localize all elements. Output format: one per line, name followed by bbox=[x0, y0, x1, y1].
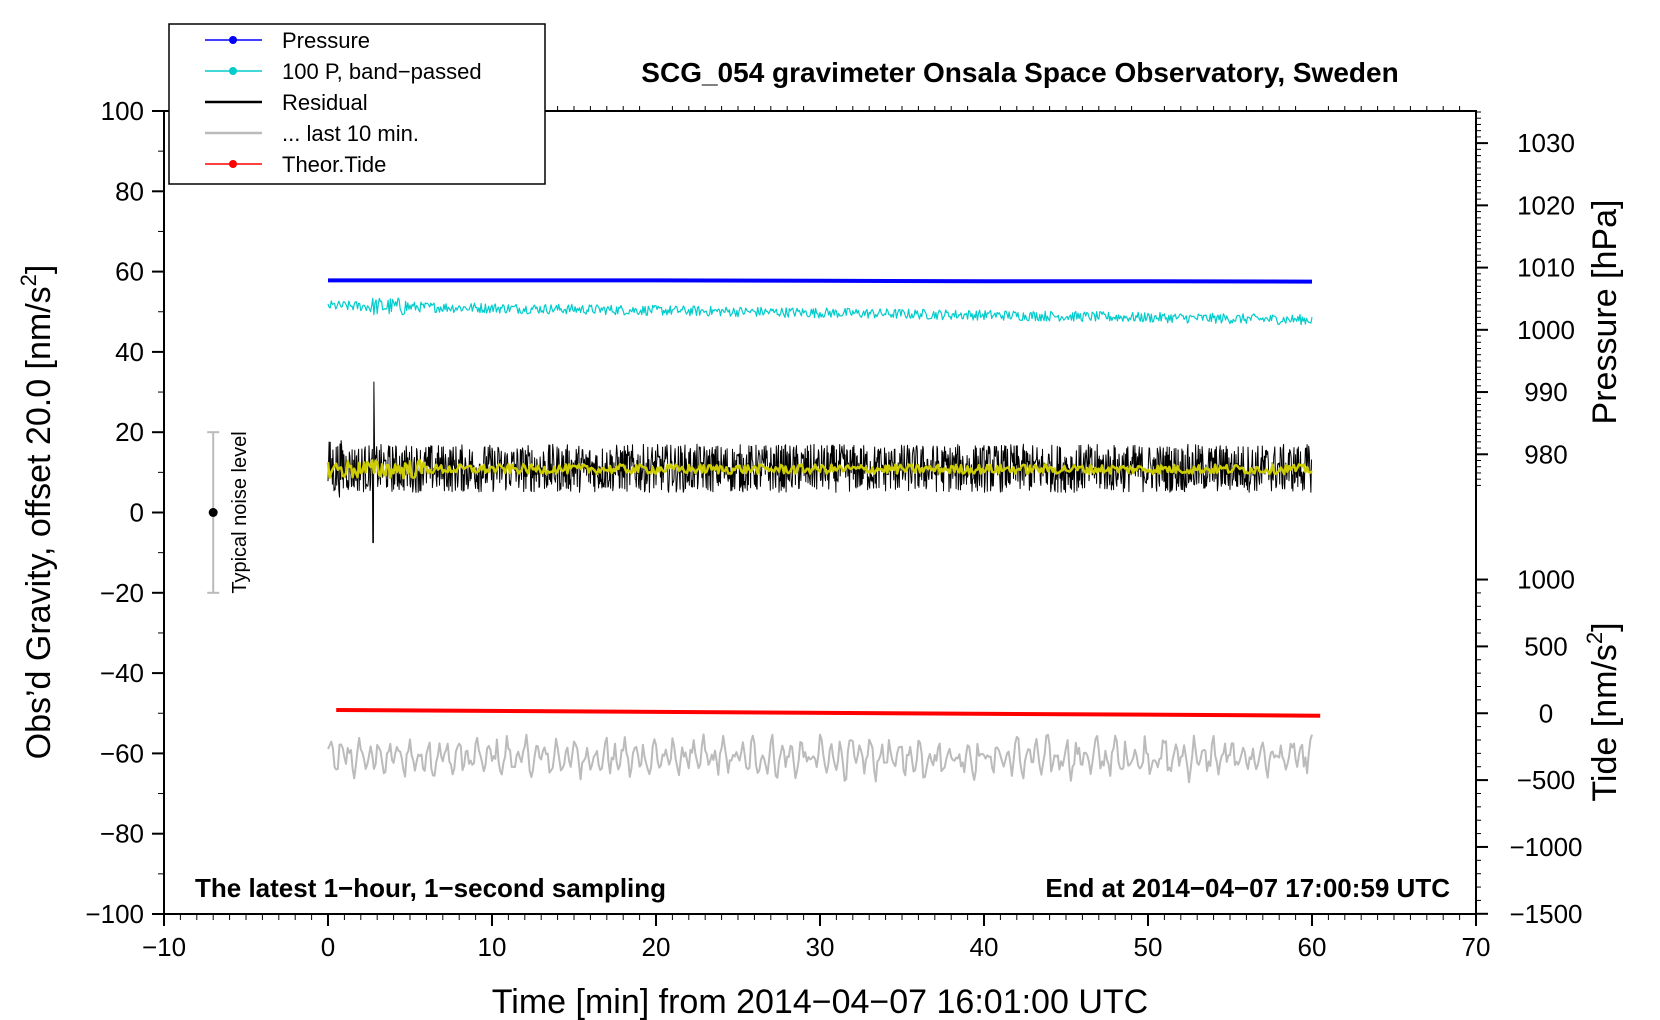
series-theor-tide bbox=[336, 708, 1321, 718]
legend-marker bbox=[229, 160, 237, 168]
pressure-tick-label: 1020 bbox=[1517, 190, 1575, 220]
y-axis-title-tide-sup: 2 bbox=[1582, 632, 1607, 644]
tide-tick-label: −1000 bbox=[1509, 832, 1582, 862]
y-tick-label-left: 20 bbox=[115, 417, 144, 447]
y-axis-title-left-unit-close: ] bbox=[20, 265, 58, 274]
series-pressure bbox=[328, 278, 1313, 284]
y-tick-label-left: −20 bbox=[100, 578, 144, 608]
series-band-passed-pressure bbox=[327, 297, 1313, 326]
annotation-end-time: End at 2014−04−07 17:00:59 UTC bbox=[1045, 873, 1450, 903]
legend-label: Pressure bbox=[282, 28, 370, 53]
y-axis-title-left-unit: [nm/s bbox=[20, 286, 58, 369]
legend-label: Residual bbox=[282, 90, 368, 115]
x-tick-label: 60 bbox=[1298, 932, 1327, 962]
y-tick-label-left: −40 bbox=[100, 658, 144, 688]
legend: Pressure 100 P, band−passed Residual ... la… bbox=[168, 23, 546, 185]
y-tick-label-left: 40 bbox=[115, 337, 144, 367]
x-tick-label: 20 bbox=[642, 932, 671, 962]
pressure-tick-label: 1030 bbox=[1517, 128, 1575, 158]
x-tick-label: −10 bbox=[142, 932, 186, 962]
tide-tick-label: −1500 bbox=[1509, 899, 1582, 929]
y-axis-title-tide: Tide [nm/s2] bbox=[1582, 622, 1624, 801]
legend-marker bbox=[229, 67, 237, 75]
noise-bar-center bbox=[208, 508, 218, 517]
y-axis-title-left-main: Obs’d Gravity, offset 20.0 bbox=[20, 379, 58, 759]
y-axis-title-tide-close: ] bbox=[1586, 622, 1624, 631]
tide-tick-label: 500 bbox=[1524, 631, 1567, 661]
y-tick-label-left: 80 bbox=[115, 176, 144, 206]
y-axis-title-left: Obs’d Gravity, offset 20.0 [nm/s2] bbox=[16, 265, 58, 760]
y-axis-title-pressure: Pressure [hPa] bbox=[1586, 200, 1624, 425]
series-residual-smoothed bbox=[326, 458, 1313, 480]
x-tick-label: 10 bbox=[478, 932, 507, 962]
plot-frame bbox=[163, 110, 1477, 915]
legend-label: Theor.Tide bbox=[282, 152, 386, 177]
y-axis-title-left-unit-sup: 2 bbox=[16, 274, 41, 286]
series-layer bbox=[326, 278, 1321, 784]
legend-label: ... last 10 min. bbox=[282, 121, 419, 146]
y-tick-label-left: −80 bbox=[100, 819, 144, 849]
pressure-tick-label: 1000 bbox=[1517, 315, 1575, 345]
y-tick-label-left: 0 bbox=[130, 498, 144, 528]
y-tick-label-left: −100 bbox=[85, 899, 144, 929]
series-residual bbox=[327, 381, 1313, 544]
pressure-tick-label: 980 bbox=[1524, 439, 1567, 469]
legend-label: 100 P, band−passed bbox=[282, 59, 482, 84]
x-axis-title: Time [min] from 2014−04−07 16:01:00 UTC bbox=[492, 983, 1148, 1020]
noise-bar-group: Typical noise level bbox=[207, 431, 251, 594]
x-tick-label: 70 bbox=[1462, 932, 1491, 962]
tide-tick-label: 0 bbox=[1539, 698, 1553, 728]
tide-tick-label: 1000 bbox=[1517, 565, 1575, 595]
y-tick-label-left: 60 bbox=[115, 257, 144, 287]
y-tick-label-left: 100 bbox=[101, 96, 144, 126]
chart-title: SCG_054 gravimeter Onsala Space Observat… bbox=[641, 57, 1398, 88]
x-tick-label: 40 bbox=[970, 932, 999, 962]
annotation-sampling: The latest 1−hour, 1−second sampling bbox=[195, 873, 666, 903]
x-tick-label: 0 bbox=[321, 932, 335, 962]
x-tick-label: 50 bbox=[1134, 932, 1163, 962]
tide-tick-label: −500 bbox=[1517, 765, 1576, 795]
pressure-tick-label: 1010 bbox=[1517, 253, 1575, 283]
axis-ticks: −10 0 10 20 30 40 50 60 70100806040200−20−40−60−… bbox=[85, 96, 1582, 962]
pressure-tick-label: 990 bbox=[1524, 377, 1567, 407]
legend-marker bbox=[229, 36, 237, 44]
legend-box bbox=[168, 23, 546, 185]
series-last-10-min bbox=[327, 733, 1313, 784]
noise-bar-label: Typical noise level bbox=[229, 431, 251, 593]
y-axis-title-tide-main: Tide [nm/s bbox=[1586, 644, 1624, 801]
y-tick-label-left: −60 bbox=[100, 738, 144, 768]
x-tick-label: 30 bbox=[806, 932, 835, 962]
